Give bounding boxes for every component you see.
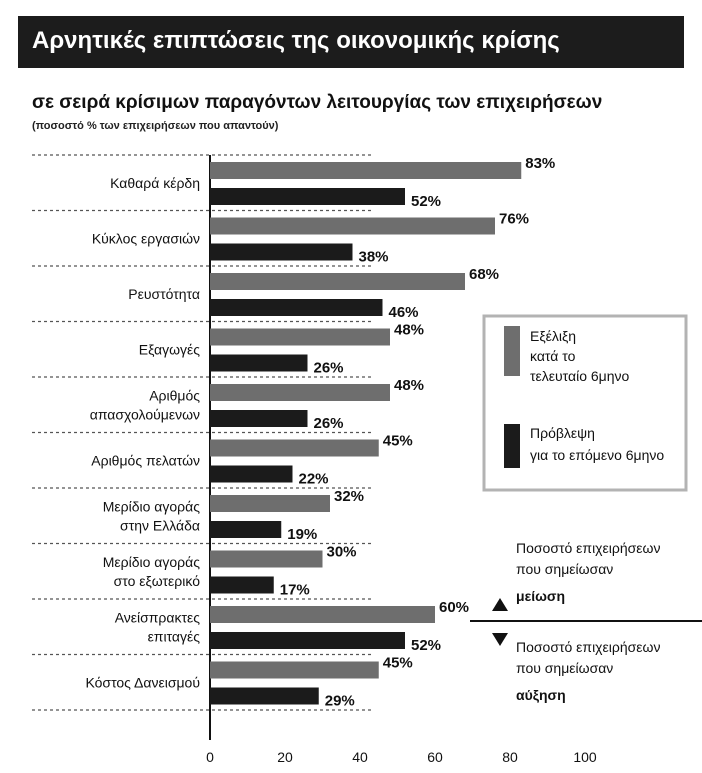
value-label: 32% bbox=[334, 488, 364, 505]
chart-subtitle: σε σειρά κρίσιμων παραγόντων λειτουργίας… bbox=[32, 92, 603, 113]
value-label: 52% bbox=[411, 637, 441, 654]
category-label: Αριθμός πελατών bbox=[91, 452, 200, 468]
bar-past bbox=[210, 328, 390, 346]
bar-past bbox=[210, 439, 379, 457]
bar-past bbox=[210, 495, 330, 512]
value-label: 48% bbox=[394, 322, 424, 339]
bar-forecast bbox=[210, 465, 293, 483]
chart-title: Αρνητικές επιπτώσεις της οικονομικής κρί… bbox=[32, 27, 560, 54]
annotation-decrease-text: που σημείωσαν bbox=[516, 561, 613, 577]
legend-label-forecast: Πρόβλεψη bbox=[530, 425, 595, 441]
category-label: Κύκλος εργασιών bbox=[92, 230, 200, 246]
bar-past bbox=[210, 273, 465, 290]
value-label: 45% bbox=[383, 433, 413, 450]
x-tick-label: 100 bbox=[573, 749, 597, 765]
value-label: 30% bbox=[327, 544, 357, 561]
legend-label-past: κατά το bbox=[530, 348, 576, 364]
title-bar: Αρνητικές επιπτώσεις της οικονομικής κρί… bbox=[18, 16, 684, 68]
bar-past bbox=[210, 162, 522, 179]
legend-label-past: Εξέλιξη bbox=[530, 328, 576, 344]
arrow-up-icon bbox=[492, 598, 508, 611]
annotation-increase-text: που σημείωσαν bbox=[516, 660, 613, 676]
bar-forecast bbox=[210, 354, 308, 372]
legend-swatch-past bbox=[504, 326, 520, 376]
annotation-increase-bold: αύξηση bbox=[516, 687, 566, 703]
bar-forecast bbox=[210, 188, 405, 205]
bar-past bbox=[210, 217, 495, 235]
category-label: επιταγές bbox=[148, 628, 201, 644]
value-label: 76% bbox=[499, 211, 529, 228]
value-label: 17% bbox=[280, 582, 310, 599]
category-label: Μερίδιο αγοράς bbox=[103, 498, 200, 514]
bar-forecast bbox=[210, 576, 274, 594]
category-label: Καθαρά κέρδη bbox=[110, 175, 200, 191]
value-label: 19% bbox=[287, 526, 317, 543]
category-label: Ανείσπρακτες bbox=[115, 609, 201, 625]
category-label: στην Ελλάδα bbox=[120, 517, 200, 533]
value-label: 29% bbox=[325, 693, 355, 710]
annotation-increase-text: Ποσοστό επιχειρήσεων bbox=[516, 639, 660, 655]
bar-past bbox=[210, 606, 435, 623]
value-label: 52% bbox=[411, 193, 441, 210]
x-tick-label: 20 bbox=[277, 749, 293, 765]
bar-forecast bbox=[210, 243, 353, 261]
x-tick-label: 0 bbox=[206, 749, 214, 765]
category-label: Ρευστότητα bbox=[128, 286, 200, 302]
bar-past bbox=[210, 384, 390, 401]
bar-forecast bbox=[210, 632, 405, 649]
bar-forecast bbox=[210, 299, 383, 316]
value-label: 60% bbox=[439, 599, 469, 616]
category-label: Κόστος Δανεισμού bbox=[85, 674, 200, 690]
bar-past bbox=[210, 661, 379, 679]
value-label: 38% bbox=[359, 249, 389, 266]
bar-past bbox=[210, 550, 323, 568]
value-label: 26% bbox=[314, 360, 344, 377]
bar-forecast bbox=[210, 521, 282, 538]
value-label: 46% bbox=[389, 304, 419, 321]
legend-label-forecast: για το επόμενο 6μηνο bbox=[530, 447, 664, 463]
annotation-decrease-bold: μείωση bbox=[516, 588, 565, 604]
x-tick-label: 60 bbox=[427, 749, 443, 765]
value-label: 45% bbox=[383, 655, 413, 672]
category-label: Εξαγωγές bbox=[139, 341, 200, 357]
category-label: απασχολούμενων bbox=[90, 406, 200, 422]
annotation-decrease-text: Ποσοστό επιχειρήσεων bbox=[516, 540, 660, 556]
category-label: Μερίδιο αγοράς bbox=[103, 554, 200, 570]
value-label: 26% bbox=[314, 415, 344, 432]
legend-label-past: τελευταίο 6μηνο bbox=[530, 368, 630, 384]
legend-swatch-forecast bbox=[504, 424, 520, 468]
x-tick-label: 80 bbox=[502, 749, 518, 765]
value-label: 22% bbox=[299, 471, 329, 488]
value-label: 68% bbox=[469, 266, 499, 283]
bar-forecast bbox=[210, 687, 319, 705]
arrow-down-icon bbox=[492, 633, 508, 646]
category-label: στο εξωτερικό bbox=[114, 573, 201, 589]
value-label: 83% bbox=[525, 155, 555, 172]
chart-note: (ποσοστό % των επιχειρήσεων που απαντούν… bbox=[32, 120, 279, 132]
x-tick-label: 40 bbox=[352, 749, 368, 765]
value-label: 48% bbox=[394, 377, 424, 394]
bar-forecast bbox=[210, 410, 308, 427]
category-label: Αριθμός bbox=[149, 387, 200, 403]
